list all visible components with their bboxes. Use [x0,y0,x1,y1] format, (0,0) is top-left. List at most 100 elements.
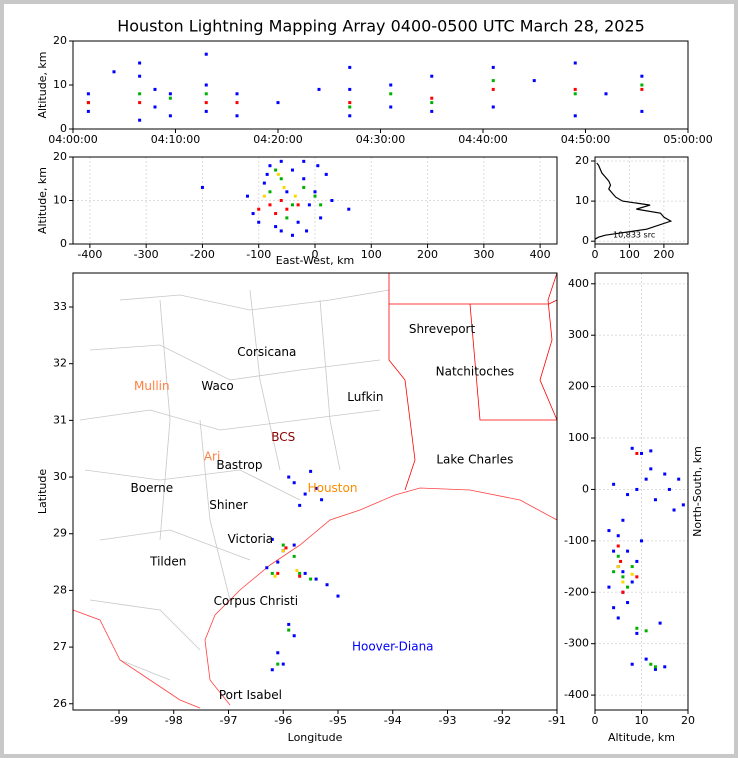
y-axis-label: Latitude [36,469,49,515]
source-point [285,207,289,211]
source-point [336,594,340,598]
source-point [270,537,274,541]
source-point [430,101,434,105]
source-point [635,626,639,630]
source-point [303,492,307,496]
source-point [430,96,434,100]
source-point [348,101,352,105]
x-tick-label: -98 [165,714,183,727]
source-point [491,79,495,83]
source-point [532,79,536,83]
place-label: Corsicana [237,345,296,359]
source-point [626,585,630,589]
y-tick-label: -100 [564,534,589,547]
place-label: Ari [204,450,220,464]
source-point [616,616,620,620]
x-tick-label: 0 [592,248,599,261]
y-tick-label: 29 [53,527,67,540]
source-point [630,565,634,569]
source-point [168,114,172,118]
place-label: Mullin [134,379,170,393]
source-point [235,92,239,96]
source-point [626,601,630,605]
x-tick-label: 0 [592,714,599,727]
source-point [621,580,625,584]
x-tick-label: -300 [134,248,159,261]
source-point [292,481,296,485]
source-point [389,105,393,109]
x-tick-label: 04:30:00 [356,133,405,146]
y-tick-label: 0 [582,234,589,247]
source-point [292,554,296,558]
source-point [287,622,291,626]
x-tick-label: 04:00:00 [48,133,97,146]
y-tick-label: 30 [53,470,67,483]
source-point [649,662,653,666]
source-point [285,190,289,194]
place-label: Port Isabel [219,688,282,702]
source-point [235,114,239,118]
source-point [640,451,643,455]
y-tick-label: -300 [564,637,589,650]
source-point [319,203,323,207]
source-point [276,571,280,575]
source-point [663,472,667,476]
source-point [265,566,269,570]
source-point [644,629,648,633]
source-point [319,216,323,220]
y-tick-label: 400 [568,277,589,290]
source-point [274,212,278,216]
x-tick-label: 200 [653,248,674,261]
source-point [348,65,352,69]
source-point [324,172,328,176]
source-point [616,565,620,569]
source-point [290,233,294,237]
source-point [262,194,266,198]
source-point [573,114,577,118]
source-point [296,203,300,207]
y-tick-label: 10 [53,194,67,207]
place-label: Corpus Christi [214,594,299,608]
source-point [317,87,321,91]
source-point [640,87,644,91]
source-point [635,559,639,563]
source-point [153,105,157,109]
source-point [276,560,280,564]
source-point [268,164,272,168]
plot-frame [72,40,689,130]
source-point [348,87,352,91]
x-axis-label: East-West, km [276,254,354,267]
source-point [268,190,272,194]
source-point [276,651,280,655]
source-point [204,109,208,113]
source-point [635,487,639,491]
y-tick-label: 20 [53,150,67,163]
place-label: Hoover-Diana [352,640,434,654]
x-axis-label: Longitude [288,731,343,744]
source-point [630,572,634,576]
source-point [86,92,90,96]
source-point [138,61,142,65]
annotation: 10,833 src [613,231,655,240]
source-point [245,194,249,198]
x-tick-label: -94 [384,714,402,727]
source-point [235,101,239,105]
source-point [325,583,329,587]
source-point [630,662,634,666]
source-point [607,529,611,533]
x-tick-label: -200 [190,248,215,261]
y-tick-label: 10 [53,78,67,91]
x-tick-label: -97 [220,714,238,727]
source-point [348,105,352,109]
source-point [270,571,274,575]
y-tick-label: 26 [53,697,67,710]
x-tick-label: 04:50:00 [561,133,610,146]
place-label: Bastrop [216,458,262,472]
x-tick-label: 04:20:00 [253,133,302,146]
place-label: Houston [308,481,358,495]
source-point [281,662,285,666]
source-point [314,486,318,490]
source-point [630,580,634,584]
x-tick-label: -96 [274,714,292,727]
x-tick-label: 10 [635,714,649,727]
